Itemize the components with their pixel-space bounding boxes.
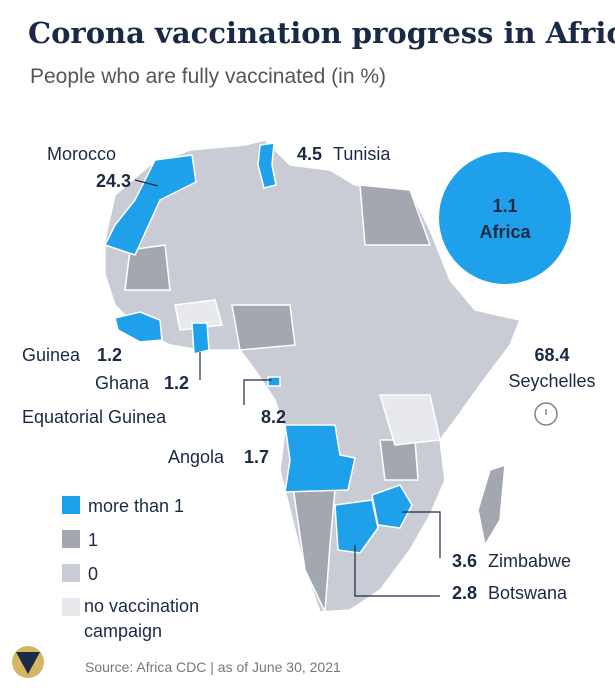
leader-lines (134, 179, 558, 597)
legend-label: 0 (88, 564, 98, 584)
country-label: Angola (168, 447, 225, 467)
total-label: Africa (479, 222, 531, 242)
country-label: Ghana (95, 373, 150, 393)
angola (284, 424, 356, 493)
no-campaign-west (174, 299, 223, 331)
country-value: 4.5 (297, 144, 322, 164)
country-value: 8.2 (261, 407, 286, 427)
legend-label-box: no vaccination campaign (84, 596, 200, 641)
total-value: 1.1 (492, 196, 517, 216)
leader-line (402, 511, 441, 558)
logo (12, 646, 44, 678)
legend-swatch (62, 598, 80, 616)
country-value: 2.8 (452, 583, 477, 603)
map (103, 139, 522, 615)
country-label: Equatorial Guinea (22, 407, 167, 427)
country-label: Tunisia (333, 144, 391, 164)
guinea (114, 311, 163, 343)
country-value: 68.4 (534, 345, 569, 365)
title: Corona vaccination progress in Africa (28, 16, 615, 50)
leader-line (134, 179, 159, 187)
nigeria (231, 304, 296, 351)
botswana (334, 499, 379, 554)
leader-line (243, 379, 272, 405)
legend-swatch (62, 564, 80, 582)
legend-swatch (62, 530, 80, 548)
leader-line (354, 545, 440, 597)
country-label: Zimbabwe (488, 551, 571, 571)
country-value: 24.3 (96, 171, 131, 191)
subtitle: People who are fully vaccinated (in %) (30, 65, 386, 88)
morocco (103, 154, 197, 256)
country-value: 3.6 (452, 551, 477, 571)
country-value: 1.2 (97, 345, 122, 365)
legend: more than 1 1 0 no vaccination campaign (62, 496, 200, 641)
ghana (191, 322, 210, 355)
country-value: 1.7 (244, 447, 269, 467)
egypt (359, 184, 432, 246)
tanzania (379, 439, 419, 481)
source: Source: Africa CDC | as of June 30, 2021 (85, 659, 341, 675)
mauritania (124, 244, 171, 291)
seychelles-marker (534, 402, 558, 426)
country-label: Morocco (47, 144, 116, 164)
country-label: Botswana (488, 583, 568, 603)
country-label: Guinea (22, 345, 81, 365)
madagascar (477, 463, 506, 548)
legend-label: 1 (88, 530, 98, 550)
country-label: Seychelles (508, 371, 595, 391)
legend-label: no vaccination campaign (84, 596, 200, 641)
no-campaign (378, 394, 441, 446)
country-value: 1.2 (164, 373, 189, 393)
legend-swatch (62, 496, 80, 514)
total-bubble (439, 152, 571, 284)
legend-label: more than 1 (88, 496, 184, 516)
equatorial-guinea (267, 376, 281, 387)
tunisia (257, 142, 277, 189)
